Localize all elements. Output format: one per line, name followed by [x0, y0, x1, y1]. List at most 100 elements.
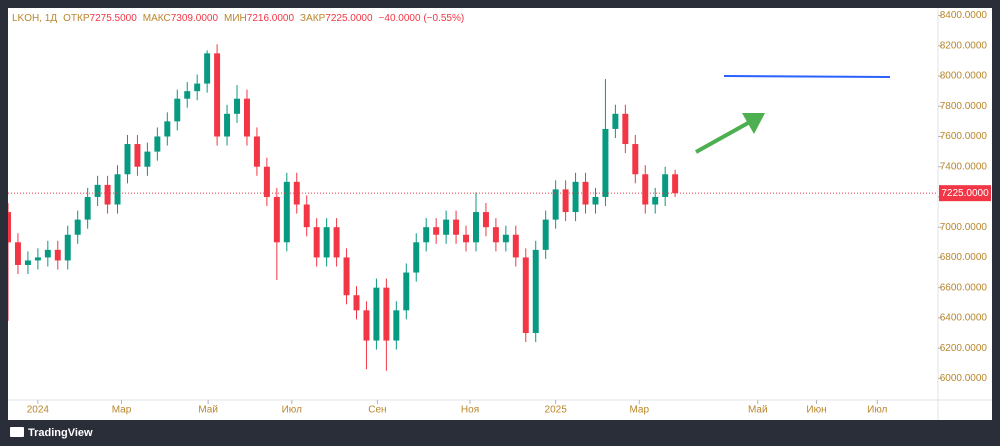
candle-body [522, 257, 529, 333]
candle-body [343, 257, 350, 296]
candle-body [84, 196, 91, 220]
y-tick-label: 8000.0000 [940, 71, 988, 82]
candle-body [652, 196, 659, 205]
candle-body [204, 53, 211, 84]
y-tick-label: 6600.0000 [940, 282, 988, 293]
candle-body [373, 287, 380, 341]
candle-body [34, 257, 41, 261]
last-price-box [939, 185, 991, 202]
candle-body [393, 310, 400, 341]
y-tick-label: 6800.0000 [940, 252, 988, 263]
legend-value: 7216.0000 [247, 13, 295, 24]
candle-body [313, 227, 320, 258]
candle-body [44, 249, 51, 258]
candle-body [642, 174, 649, 205]
candle-body [552, 189, 559, 220]
candle-body [473, 212, 479, 243]
candle-body [612, 113, 619, 129]
branding-text: TradingView [28, 427, 93, 439]
candle-body [572, 181, 579, 213]
horizontal-drawing-line[interactable] [723, 75, 891, 78]
candle-body [243, 98, 250, 137]
y-tick-label: 8400.0000 [940, 10, 988, 21]
symbol: LKOH, 1Д [12, 13, 57, 24]
axes: 6000.0000 6200.0000 6400.0000 6600.0000 6800… [27, 10, 991, 416]
legend-change: −40.0000 (−0.55%) [379, 13, 465, 24]
candle-body [144, 151, 151, 167]
y-tick-label: 6200.0000 [940, 343, 988, 354]
legend-value: 7225.0000 [325, 13, 373, 24]
candle-body [492, 227, 499, 243]
candle-body [114, 174, 121, 205]
candle-body [622, 113, 629, 145]
candle-body [134, 144, 141, 167]
candle-body [672, 174, 679, 194]
arrow-head [742, 113, 765, 134]
candle-body [403, 272, 410, 311]
legend-label: МИН [224, 13, 247, 24]
legend-label: МАКС [143, 13, 171, 24]
x-tick-label: Май [198, 405, 218, 416]
candle-body [94, 184, 101, 197]
candle-body [14, 242, 21, 265]
candle-body [253, 136, 260, 167]
candle-body [174, 98, 181, 122]
candle-body [413, 242, 420, 273]
y-tick-label: 7000.0000 [940, 222, 988, 233]
candle-body [214, 53, 221, 137]
candle-body [283, 181, 290, 243]
y-tick-label: 7800.0000 [940, 101, 988, 112]
x-tick-label: Сен [368, 405, 386, 416]
candle-body [234, 98, 241, 114]
candle-body [333, 227, 340, 258]
x-tick-label: Июн [806, 405, 826, 416]
x-tick-label: 2024 [27, 405, 50, 416]
x-tick-label: Июл [867, 405, 887, 416]
candle-body [542, 219, 549, 250]
candle-body [423, 227, 430, 243]
branding: TradingView [10, 427, 93, 439]
x-tick-label: Май [748, 405, 768, 416]
x-tick-label: Мар [629, 405, 649, 416]
candle-body [104, 184, 111, 205]
arrow-shaft [695, 121, 749, 154]
legend-text: LKOH, 1Д ОТКР7275.5000 МАКС7309.0000 МИН721… [12, 13, 464, 24]
candle-body [24, 260, 31, 265]
y-tick-label: 7600.0000 [940, 131, 988, 142]
ohlc-legend: LKOH, 1Д ОТКР7275.5000 МАКС7309.0000 МИН721… [12, 13, 464, 24]
candle-body [602, 128, 609, 197]
candle-body [323, 227, 330, 258]
arrow-drawing[interactable] [695, 113, 765, 154]
legend-label: ЗАКР [300, 13, 326, 24]
candle-body [54, 249, 61, 261]
candle-body [582, 181, 589, 205]
candle-body [124, 144, 131, 175]
y-tick-label: 6000.0000 [940, 373, 988, 384]
candle-body [224, 113, 231, 137]
x-tick-label: Июл [282, 405, 302, 416]
candle-body [273, 196, 280, 243]
y-tick-label: 6400.0000 [940, 313, 988, 324]
candle-body [353, 295, 360, 311]
candle-body [383, 287, 390, 341]
candle-body [433, 227, 440, 235]
y-tick-label: 8200.0000 [940, 40, 988, 51]
x-tick-label: 2025 [545, 405, 568, 416]
chart-panel [8, 8, 992, 420]
x-tick-label: Мар [112, 405, 132, 416]
candle-body [64, 234, 71, 261]
candle-body [154, 136, 161, 152]
candle-body [502, 234, 509, 243]
last-price-label: 7225.0000 [941, 188, 989, 199]
candle-body [8, 212, 11, 243]
candle-body [662, 174, 669, 197]
candle-body [164, 121, 171, 137]
x-tick-label: Ноя [461, 405, 479, 416]
candle-body [363, 310, 370, 341]
candle-body [453, 219, 460, 235]
logo [10, 427, 24, 437]
candle-body [592, 196, 599, 205]
legend-label: ОТКР [63, 13, 90, 24]
plot-area [8, 44, 938, 371]
